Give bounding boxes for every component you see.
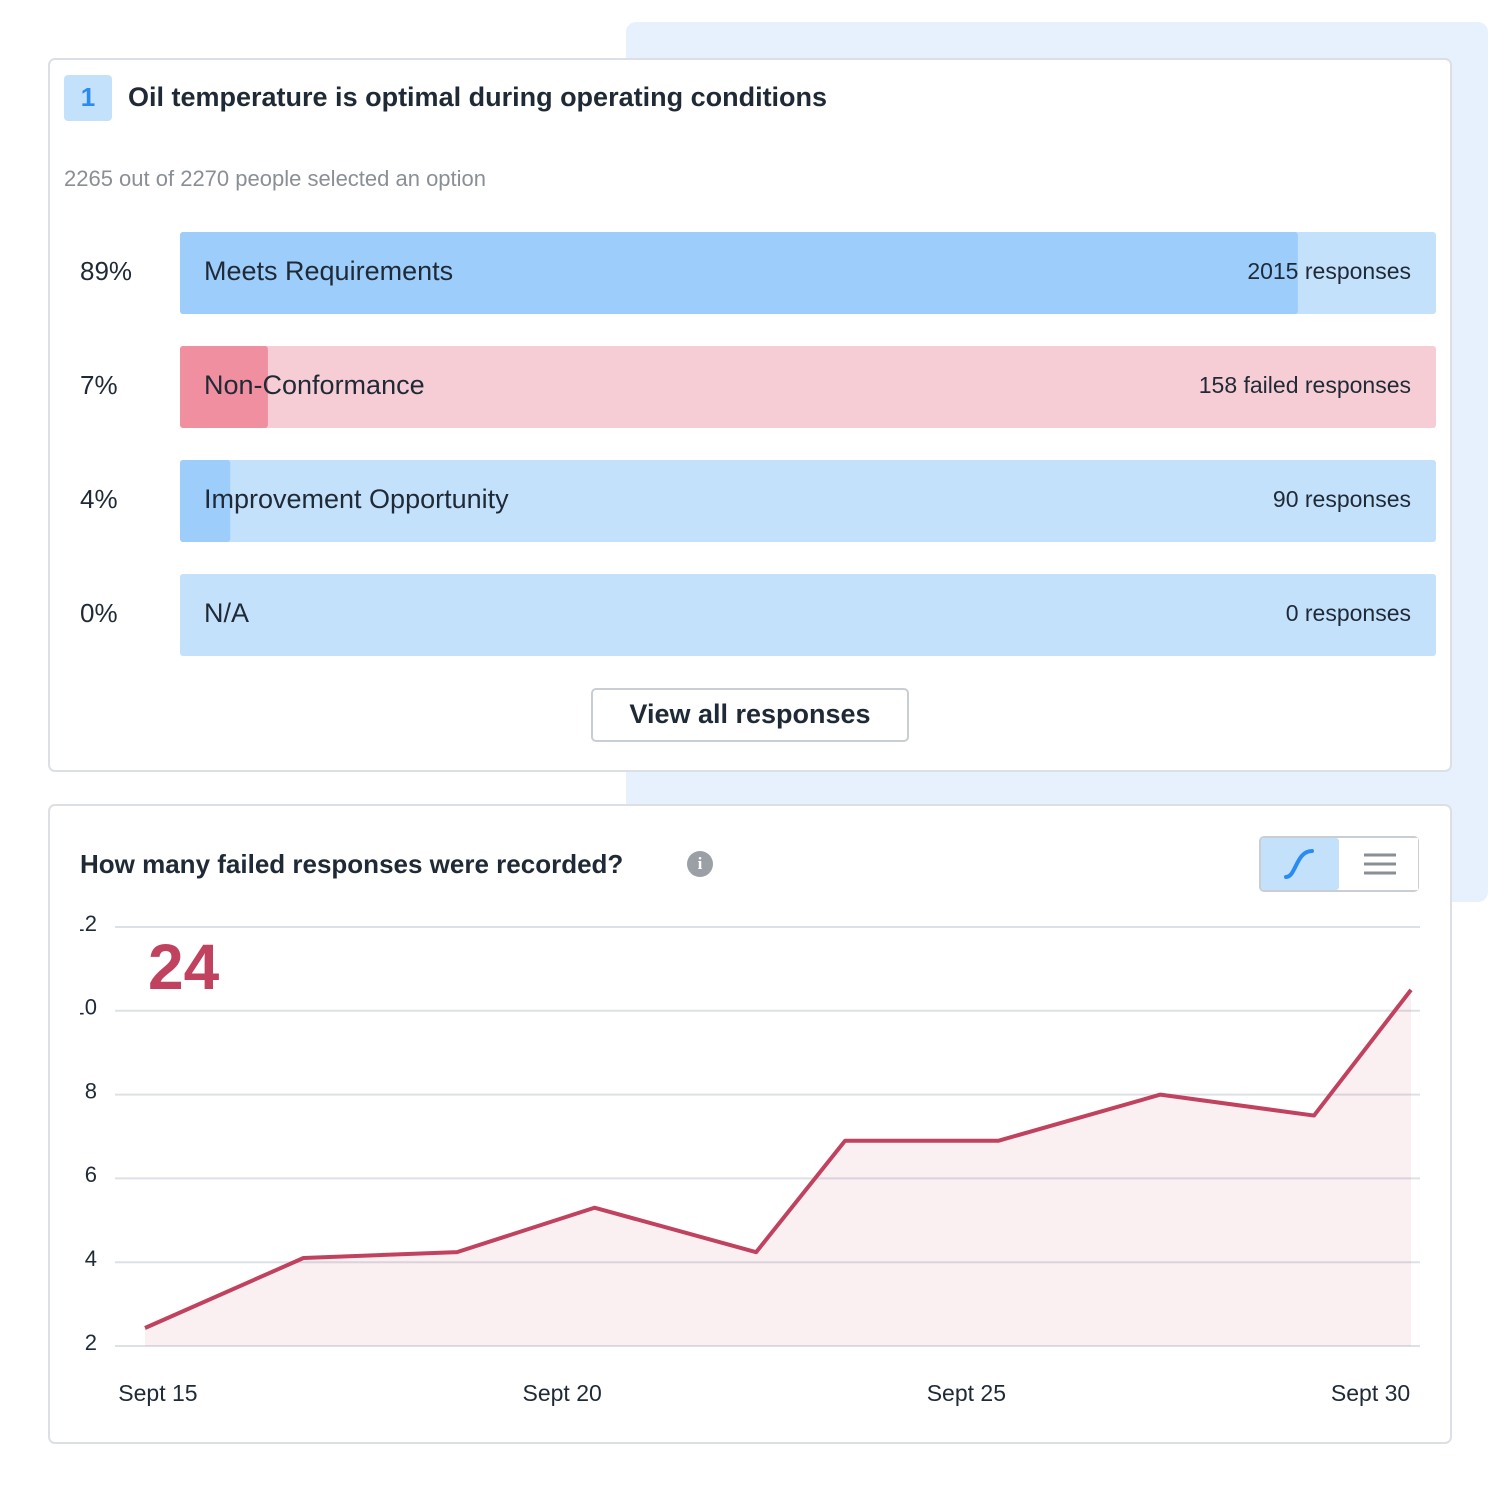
bar bbox=[180, 460, 231, 542]
percent-label: 0% bbox=[80, 598, 118, 628]
badge-number: 1 bbox=[81, 82, 95, 112]
info-icon[interactable] bbox=[687, 851, 713, 877]
x-tick-label: Sept 25 bbox=[927, 1380, 1006, 1406]
total-failed: 24 bbox=[148, 931, 220, 1003]
option-label: N/A bbox=[204, 598, 249, 628]
response-count: 2015 responses bbox=[1247, 258, 1411, 284]
view-all-button-label[interactable]: View all responses bbox=[629, 699, 870, 729]
bar-track bbox=[180, 460, 1436, 542]
bar bbox=[180, 232, 1298, 314]
response-count: 0 responses bbox=[1286, 600, 1411, 626]
chart-view-button[interactable] bbox=[1261, 838, 1339, 890]
option-label: Non-Conformance bbox=[204, 370, 425, 400]
y-tick-label: 2 bbox=[85, 1330, 97, 1355]
option-label: Improvement Opportunity bbox=[204, 484, 509, 514]
response-count: 90 responses bbox=[1273, 486, 1411, 512]
line bbox=[144, 988, 1413, 1330]
x-tick-label: Sept 15 bbox=[118, 1380, 197, 1406]
bar bbox=[180, 346, 268, 428]
x-tick-label: Sept 30 bbox=[1331, 1380, 1410, 1406]
bar-track bbox=[180, 574, 1436, 656]
chart-view-icon bbox=[1284, 849, 1314, 879]
chart-card bbox=[48, 804, 1452, 1444]
option-label: Meets Requirements bbox=[204, 256, 453, 286]
question-subtitle: 2265 out of 2270 people selected an opti… bbox=[64, 166, 486, 191]
y-tick-label: 6 bbox=[85, 1162, 97, 1187]
bar-track bbox=[180, 346, 1436, 428]
info-icon-glyph: i bbox=[698, 854, 703, 873]
x-tick-label: Sept 20 bbox=[523, 1380, 602, 1406]
percent-label: 89% bbox=[80, 256, 132, 286]
percent-label: 7% bbox=[80, 370, 118, 400]
y-tick-label: 4 bbox=[85, 1246, 97, 1271]
view-all-button[interactable] bbox=[591, 688, 909, 742]
question-badge bbox=[64, 75, 112, 121]
area bbox=[145, 989, 1411, 1346]
percent-label: 4% bbox=[80, 484, 118, 514]
chart-title: How many failed responses were recorded? bbox=[80, 849, 623, 879]
y-tick-label: 8 bbox=[85, 1078, 97, 1103]
response-count: 158 failed responses bbox=[1199, 372, 1411, 398]
y-tick-label: 12 bbox=[73, 911, 97, 936]
y-tick-label: 10 bbox=[73, 995, 97, 1020]
list-view-button[interactable] bbox=[1340, 838, 1418, 890]
question-title: Oil temperature is optimal during operat… bbox=[128, 82, 827, 112]
